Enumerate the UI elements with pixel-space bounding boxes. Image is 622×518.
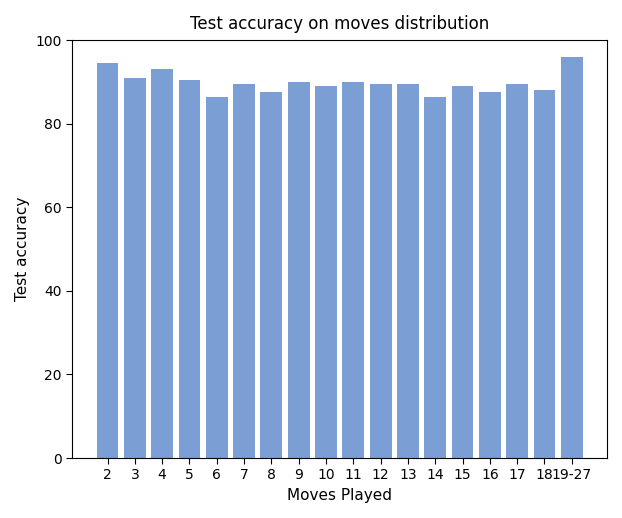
Bar (315, 86, 337, 458)
Bar (534, 90, 555, 458)
Y-axis label: Test accuracy: Test accuracy (15, 197, 30, 301)
Bar (397, 84, 419, 458)
Bar (288, 82, 310, 458)
Bar (342, 82, 364, 458)
Bar (124, 78, 146, 458)
Bar (479, 92, 501, 458)
Title: Test accuracy on moves distribution: Test accuracy on moves distribution (190, 15, 490, 33)
Bar (369, 84, 392, 458)
Bar (151, 69, 173, 458)
Bar (261, 92, 282, 458)
Bar (506, 84, 528, 458)
Bar (424, 96, 446, 458)
Bar (96, 63, 119, 458)
Bar (561, 57, 583, 458)
X-axis label: Moves Played: Moves Played (287, 488, 392, 503)
Bar (179, 80, 200, 458)
Bar (206, 96, 228, 458)
Bar (233, 84, 255, 458)
Bar (452, 86, 473, 458)
